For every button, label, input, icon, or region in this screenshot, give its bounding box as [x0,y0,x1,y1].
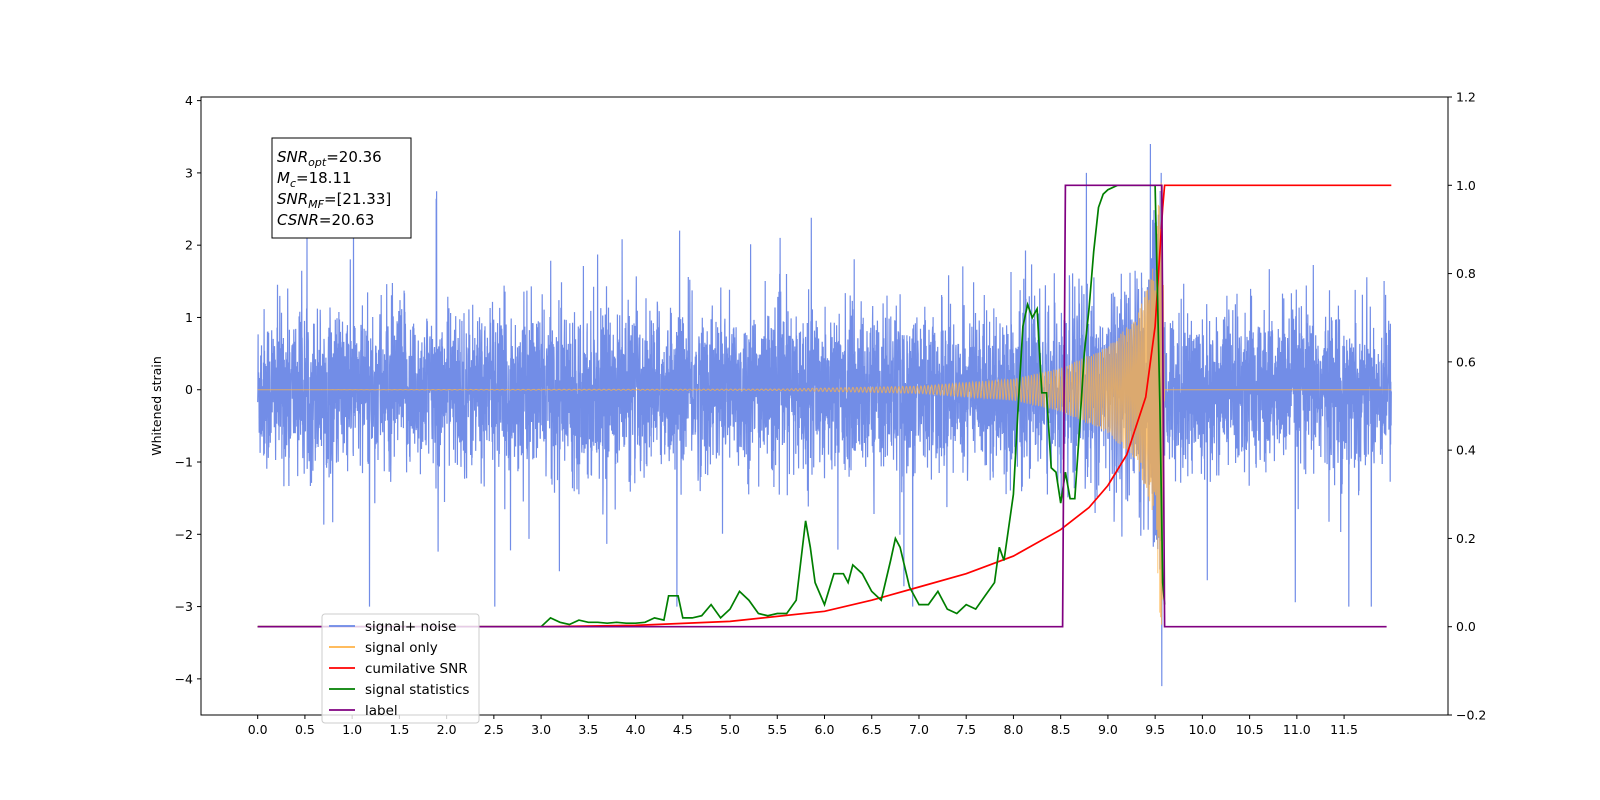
y-left-tick-label: −3 [175,599,193,614]
x-tick-label: 8.5 [1051,722,1071,737]
legend-label: cumilative SNR [365,661,468,677]
x-tick-label: 2.0 [437,722,457,737]
x-tick-label: 1.5 [389,722,409,737]
y-right-tick-label: 0.0 [1456,619,1476,634]
x-tick-label: 11.5 [1330,722,1358,737]
x-tick-label: 7.5 [956,722,976,737]
x-tick-label: 4.0 [626,722,646,737]
x-tick-label: 0.5 [295,722,315,737]
annotation-box: SNRopt=20.36Mc=18.11SNRMF=[21.33]CSNR=20… [271,137,412,239]
x-axis: 0.0 0.5 1.0 1.5 2.0 2.5 3.0 3.5 4.0 4.5 5.0 5.5 6.0 6… [248,715,1358,737]
y-axis-left: 4 3 2 1 0 −1 −2 −3 −4 [175,93,201,686]
legend-frame [321,613,480,724]
y-axis-right: 1.2 1.0 0.8 0.6 0.4 0.2 0.0 −0.2 [1448,90,1486,723]
y-left-tick-label: 1 [185,310,193,325]
legend-label: label [365,703,398,719]
x-tick-label: 4.5 [673,722,693,737]
legend-label: signal+ noise [365,619,456,635]
x-tick-label: 11.0 [1283,722,1311,737]
x-tick-label: 5.5 [767,722,787,737]
y-left-tick-label: 4 [185,93,193,108]
x-tick-label: 2.5 [484,722,504,737]
x-tick-label: 9.5 [1145,722,1165,737]
y-left-tick-label: 2 [185,238,193,253]
y-right-tick-label: 0.2 [1456,531,1476,546]
series-cumulative-snr-line [257,184,1392,628]
y-left-tick-label: 0 [185,382,193,397]
y-right-tick-label: 0.6 [1456,354,1476,369]
x-tick-label: 3.0 [531,722,551,737]
y-right-tick-label: 0.8 [1456,266,1476,281]
x-tick-label: 10.0 [1188,722,1216,737]
annotation-line: SNRopt=20.36 [277,148,382,169]
y-left-tick-label: −4 [175,671,193,686]
series-label-line [257,184,1387,628]
x-tick-label: 1.0 [342,722,362,737]
x-tick-label: 0.0 [248,722,268,737]
x-tick-label: 6.5 [862,722,882,737]
series-signal-statistics-line [257,184,1166,628]
x-tick-label: 9.0 [1098,722,1118,737]
x-tick-label: 7.0 [909,722,929,737]
legend-label: signal statistics [365,682,469,698]
y-right-tick-label: 0.4 [1456,443,1476,458]
x-tick-label: 10.5 [1236,722,1264,737]
annotation-line: CSNR=20.63 [277,211,374,229]
series-signal-only-line [257,182,1392,625]
annotation-frame [271,137,412,239]
legend-label: signal only [365,640,438,656]
y-right-tick-label: −0.2 [1456,708,1486,723]
y-left-tick-label: 3 [185,165,193,180]
x-tick-label: 6.0 [815,722,835,737]
y-right-tick-label: 1.0 [1456,178,1476,193]
y-left-tick-label: −1 [175,455,193,470]
legend: signal+ noise signal only cumilative SNR si… [321,613,480,724]
x-tick-label: 5.0 [720,722,740,737]
series-signal-noise-line [257,143,1392,687]
y-left-tick-label: −2 [175,527,193,542]
x-tick-label: 3.5 [578,722,598,737]
y-right-tick-label: 1.2 [1456,90,1476,105]
x-tick-label: 8.0 [1003,722,1023,737]
y-axis-label: Whitened strain [149,356,164,455]
annotation-line: Mc=18.11 [277,169,352,190]
annotation-line: SNRMF=[21.33] [277,190,391,211]
